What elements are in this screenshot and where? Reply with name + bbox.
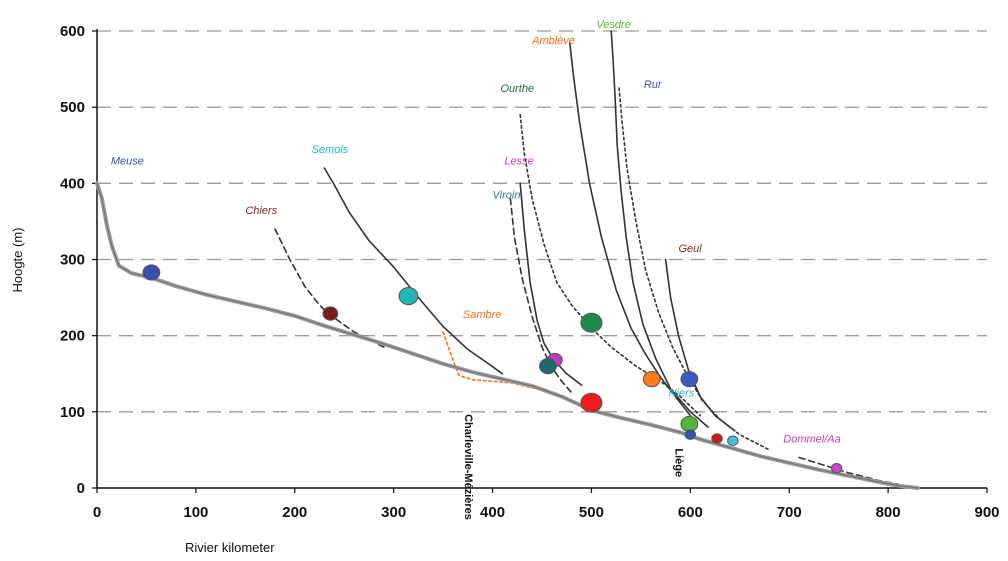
river-label-lesse: Lesse — [504, 155, 533, 167]
confluence-marker-vesdre — [680, 415, 699, 433]
series-line-meuse-core — [96, 183, 918, 489]
series-line-ambleve — [568, 41, 692, 417]
confluence-marker-geul — [684, 429, 697, 440]
x-tick-label-500: 500 — [579, 504, 604, 521]
gridlines — [97, 30, 987, 413]
river-label-sambre: Sambre — [463, 309, 502, 321]
confluence-marker-ourthe-small — [711, 433, 723, 444]
series-line-ourthe — [519, 114, 701, 417]
river-label-meuse: Meuse — [111, 155, 144, 167]
y-axis-title: Hoogte (m) — [10, 227, 25, 292]
y-tick-label-200: 200 — [60, 328, 85, 345]
y-tick-label-0: 0 — [77, 480, 85, 497]
x-tick-label-300: 300 — [381, 504, 406, 521]
series-line-rur — [618, 87, 771, 451]
river-label-viroin: Viroin — [493, 190, 521, 202]
x-tick-label-800: 800 — [876, 504, 901, 521]
tick-labels: 0 100 200 300 400 500 600 0 100 200 300 400 500 600 70… — [60, 23, 1000, 521]
place-label-charleville-mezieres: Charleville-Mézières — [462, 414, 474, 520]
confluence-marker-chiers — [322, 306, 339, 321]
y-tick-label-400: 400 — [60, 175, 85, 192]
confluence-marker-meuse — [142, 264, 161, 281]
river-label-ambleve: Amblève — [531, 35, 575, 47]
river-series — [95, 30, 920, 490]
river-label-dommel-aa: Dommel/Aa — [783, 433, 840, 445]
series-line-chiers — [274, 228, 385, 348]
series-line-dommel-aa — [798, 456, 899, 485]
confluence-marker-ourthe — [580, 312, 603, 333]
river-label-ourthe: Ourthe — [500, 83, 534, 95]
series-line-semois — [323, 167, 504, 375]
confluence-marker-niers — [727, 435, 739, 447]
x-axis-title: Rivier kilometer — [185, 540, 275, 555]
confluence-marker-ambleve — [642, 370, 661, 388]
river-label-vesdre: Vesdre — [596, 19, 630, 31]
y-tick-label-300: 300 — [60, 252, 85, 269]
x-tick-label-600: 600 — [678, 504, 703, 521]
x-tick-label-0: 0 — [93, 504, 101, 521]
river-label-rur: Rur — [644, 79, 663, 91]
x-tick-label-200: 200 — [282, 504, 307, 521]
x-tick-label-400: 400 — [480, 504, 505, 521]
series-line-vesdre — [610, 30, 709, 428]
confluence-marker-semois — [398, 287, 419, 306]
x-tick-label-100: 100 — [183, 504, 208, 521]
y-tick-label-500: 500 — [60, 99, 85, 116]
confluence-marker-dommel-aa — [830, 462, 843, 474]
x-tick-label-700: 700 — [777, 504, 802, 521]
river-label-niers: Niers — [669, 388, 695, 400]
river-label-semois: Semois — [312, 144, 349, 156]
series-line-viroin — [509, 197, 573, 394]
y-tick-label-100: 100 — [60, 404, 85, 421]
river-labels: Meuse Semois Chiers Sambre Viroin Lesse Ourthe… — [111, 19, 841, 520]
confluence-markers — [142, 264, 843, 474]
series-line-geul — [664, 258, 736, 432]
confluence-marker-sambre — [580, 392, 603, 413]
confluence-marker-rur — [680, 370, 699, 388]
x-tick-label-900: 900 — [974, 504, 999, 521]
series-line-lesse — [519, 182, 583, 386]
series-line-sambre — [442, 331, 593, 412]
y-tick-label-600: 600 — [60, 23, 85, 40]
river-label-chiers: Chiers — [245, 205, 277, 217]
axes — [92, 29, 988, 493]
place-label-liege: Liège — [673, 448, 685, 477]
confluence-marker-viroin — [539, 358, 557, 375]
river-label-geul: Geul — [678, 243, 702, 255]
